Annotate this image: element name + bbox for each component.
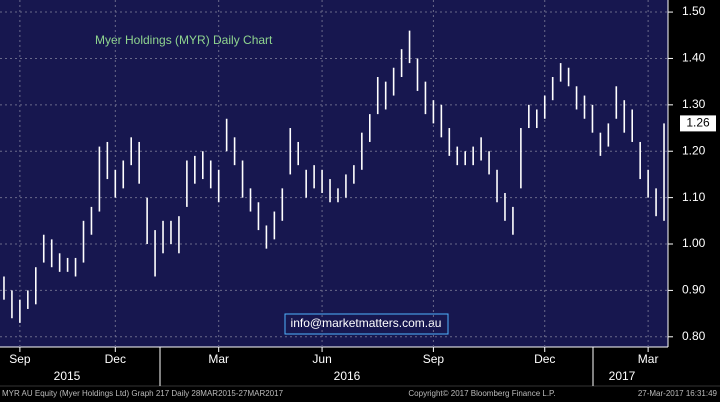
- x-tick-label: Mar: [208, 352, 229, 366]
- footer-left: MYR AU Equity (Myer Holdings Ltd) Graph …: [2, 389, 284, 398]
- y-tick-label: 1.30: [682, 97, 706, 111]
- annotation: info@marketmatters.com.au: [291, 316, 442, 330]
- y-tick-label: 1.50: [682, 4, 706, 18]
- footer-right: 27-Mar-2017 16:31:49: [638, 389, 718, 398]
- x-tick-label: Jun: [312, 352, 331, 366]
- x-tick-label: Sep: [423, 352, 445, 366]
- y-tick-label: 1.00: [682, 236, 706, 250]
- last-price-box: [680, 115, 716, 132]
- x-tick-label: Dec: [105, 352, 126, 366]
- annotation-box: [284, 313, 449, 335]
- y-tick-label: 1.20: [682, 143, 706, 157]
- y-tick-label: 0.80: [682, 329, 706, 343]
- x-tick-label: Dec: [534, 352, 555, 366]
- y-tick-label: 1.40: [682, 51, 706, 65]
- y-tick-label: 0.90: [682, 283, 706, 297]
- plot-area: [0, 0, 668, 347]
- year-label: 2016: [334, 369, 361, 383]
- x-tick-label: Sep: [9, 352, 31, 366]
- y-tick-label: 1.10: [682, 190, 706, 204]
- last-price-label: 1.26: [686, 116, 710, 130]
- year-label: 2017: [609, 369, 636, 383]
- year-label: 2015: [54, 369, 81, 383]
- footer-center: Copyright© 2017 Bloomberg Finance L.P.: [408, 389, 555, 398]
- x-tick-label: Mar: [638, 352, 659, 366]
- chart-title: Myer Holdings (MYR) Daily Chart: [95, 33, 273, 47]
